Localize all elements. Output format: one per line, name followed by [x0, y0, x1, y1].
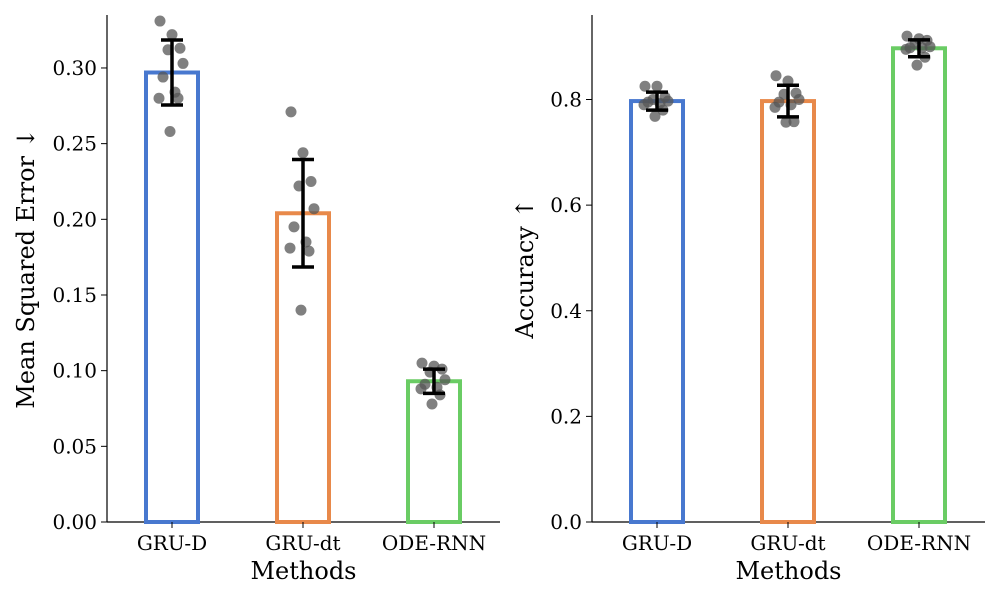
data-point — [769, 101, 781, 113]
data-point — [770, 70, 782, 82]
bar — [760, 99, 816, 524]
y-axis-label: Mean Squared Error ↓ — [12, 128, 40, 409]
data-point — [288, 221, 300, 233]
data-point — [177, 57, 189, 69]
data-point — [305, 175, 317, 187]
y-tick-label: 0.0 — [550, 510, 582, 534]
y-tick-label: 0.8 — [550, 88, 582, 112]
y-axis-label: Accuracy ↑ — [511, 198, 539, 339]
data-point — [780, 116, 792, 128]
data-point — [166, 29, 178, 41]
data-point — [285, 106, 297, 118]
data-point — [924, 41, 936, 53]
y-tick-label: 0.05 — [52, 434, 97, 458]
x-tick-label: GRU-D — [137, 531, 207, 555]
data-point — [154, 15, 166, 27]
data-point — [911, 59, 923, 71]
data-point — [303, 245, 315, 257]
bar — [629, 99, 685, 524]
data-point — [788, 116, 800, 128]
data-point — [153, 92, 165, 104]
y-tick-label: 0.15 — [52, 283, 97, 307]
bar — [891, 46, 947, 524]
data-point — [426, 398, 438, 410]
accuracy-chart-panel: 0.0 0.2 0.4 0.6 0.8 GRU-D GRU-dt ODE-RNN Methods… — [511, 15, 985, 585]
data-point — [415, 383, 427, 395]
x-tick-label: GRU-dt — [265, 531, 340, 555]
x-axis-label: Methods — [735, 557, 841, 585]
y-tick-label: 0.10 — [52, 359, 97, 383]
y-tick-label: 0.20 — [52, 207, 97, 231]
mse-chart-panel: 0.00 0.05 0.10 0.15 0.20 0.25 0.30 GRU-D GRU-dt O… — [12, 15, 500, 585]
y-tick-label: 0.25 — [52, 132, 97, 156]
x-tick-label: GRU-dt — [750, 531, 825, 555]
data-point — [639, 80, 651, 92]
data-point — [284, 242, 296, 254]
x-axis-label: Methods — [250, 557, 356, 585]
y-tick-label: 0.00 — [52, 510, 97, 534]
x-tick-label: GRU-D — [622, 531, 692, 555]
y-tick-label: 0.6 — [550, 193, 582, 217]
x-tick-label: ODE-RNN — [382, 531, 486, 555]
data-point — [416, 357, 428, 369]
data-point — [157, 71, 169, 83]
data-point — [164, 126, 176, 138]
data-point — [308, 203, 320, 215]
y-tick-label: 0.2 — [550, 404, 582, 428]
data-point — [174, 42, 186, 54]
y-tick-label: 0.30 — [52, 56, 97, 80]
data-point — [638, 99, 650, 111]
data-point — [651, 80, 663, 92]
data-point — [439, 374, 451, 386]
bar — [144, 70, 200, 525]
data-point — [793, 94, 805, 105]
data-point — [295, 304, 307, 316]
x-tick-label: ODE-RNN — [867, 531, 971, 555]
data-point — [172, 92, 184, 104]
data-point — [649, 110, 661, 122]
y-tick-label: 0.4 — [550, 299, 582, 323]
data-point — [297, 147, 309, 159]
data-point — [900, 43, 912, 55]
